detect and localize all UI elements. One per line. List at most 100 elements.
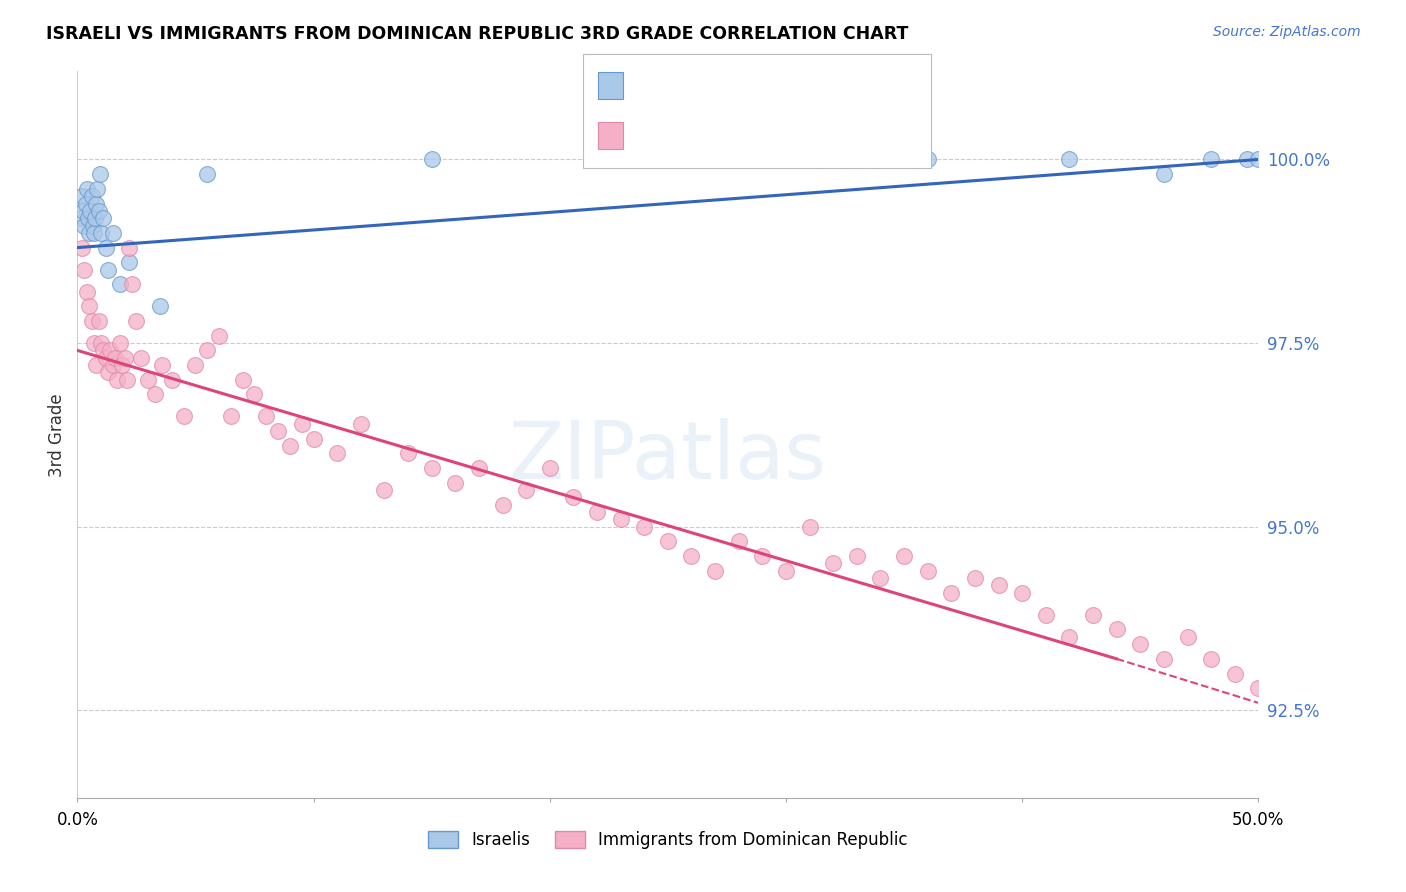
- Point: [917, 564, 939, 578]
- Point: [94, 351, 117, 365]
- Point: [1247, 681, 1270, 696]
- Point: [657, 534, 679, 549]
- Point: [136, 373, 159, 387]
- Point: [184, 358, 207, 372]
- Point: [76, 182, 98, 196]
- Point: [1153, 167, 1175, 181]
- Point: [208, 328, 231, 343]
- Point: [84, 358, 107, 372]
- Point: [87, 314, 110, 328]
- Point: [195, 167, 218, 181]
- Point: [232, 373, 254, 387]
- Point: [173, 409, 195, 424]
- Point: [775, 564, 797, 578]
- Point: [118, 241, 141, 255]
- Point: [101, 358, 124, 372]
- Point: [586, 153, 609, 167]
- Point: [79, 203, 101, 218]
- Point: [77, 299, 100, 313]
- Point: [70, 241, 93, 255]
- Point: [291, 417, 314, 431]
- Point: [121, 277, 143, 292]
- Point: [420, 153, 443, 167]
- Point: [104, 351, 127, 365]
- Point: [143, 387, 166, 401]
- Point: [77, 226, 100, 240]
- Point: [77, 211, 100, 226]
- Point: [420, 461, 443, 475]
- Point: [586, 505, 609, 519]
- Point: [278, 439, 301, 453]
- Point: [86, 182, 108, 196]
- Point: [72, 203, 94, 218]
- Point: [100, 343, 122, 358]
- Point: [73, 262, 96, 277]
- Point: [1059, 153, 1081, 167]
- Point: [84, 211, 107, 226]
- Text: Source: ZipAtlas.com: Source: ZipAtlas.com: [1213, 25, 1361, 39]
- Point: [75, 196, 97, 211]
- Point: [84, 196, 107, 211]
- Text: R =  0.489  N = 35: R = 0.489 N = 35: [637, 77, 825, 95]
- Text: ZIPatlas: ZIPatlas: [509, 417, 827, 496]
- Point: [917, 153, 939, 167]
- Point: [326, 446, 349, 460]
- Point: [150, 358, 173, 372]
- Point: [219, 409, 242, 424]
- Point: [90, 226, 112, 240]
- Point: [1177, 630, 1199, 644]
- Point: [243, 387, 266, 401]
- Point: [80, 314, 103, 328]
- Point: [1059, 630, 1081, 644]
- Point: [101, 226, 124, 240]
- Point: [704, 564, 727, 578]
- Point: [1199, 153, 1222, 167]
- Legend: Israelis, Immigrants from Dominican Republic: Israelis, Immigrants from Dominican Repu…: [422, 824, 914, 855]
- Point: [1105, 623, 1128, 637]
- Point: [1236, 153, 1258, 167]
- Point: [845, 549, 868, 563]
- Point: [1199, 652, 1222, 666]
- Point: [83, 226, 105, 240]
- Point: [1081, 607, 1104, 622]
- Point: [538, 461, 561, 475]
- Point: [751, 549, 773, 563]
- Point: [267, 424, 290, 438]
- Point: [108, 277, 131, 292]
- Point: [302, 432, 325, 446]
- Text: R = -0.496  N = 82: R = -0.496 N = 82: [637, 127, 825, 145]
- Point: [80, 189, 103, 203]
- Point: [1153, 652, 1175, 666]
- Point: [609, 512, 631, 526]
- Point: [1295, 703, 1317, 717]
- Point: [987, 578, 1010, 592]
- Point: [111, 358, 134, 372]
- Point: [83, 336, 105, 351]
- Point: [82, 219, 104, 233]
- Point: [727, 534, 749, 549]
- Point: [97, 262, 120, 277]
- Y-axis label: 3rd Grade: 3rd Grade: [48, 393, 66, 476]
- Point: [941, 585, 963, 599]
- Point: [893, 549, 915, 563]
- Point: [1011, 585, 1033, 599]
- Point: [1223, 666, 1246, 681]
- Point: [73, 219, 96, 233]
- Point: [468, 461, 491, 475]
- Point: [350, 417, 373, 431]
- Point: [869, 571, 891, 585]
- Point: [751, 153, 773, 167]
- Point: [108, 336, 131, 351]
- Point: [963, 571, 986, 585]
- Text: ISRAELI VS IMMIGRANTS FROM DOMINICAN REPUBLIC 3RD GRADE CORRELATION CHART: ISRAELI VS IMMIGRANTS FROM DOMINICAN REP…: [46, 25, 908, 43]
- Point: [149, 299, 172, 313]
- Point: [115, 373, 138, 387]
- Point: [89, 167, 111, 181]
- Point: [1271, 696, 1294, 710]
- Point: [195, 343, 218, 358]
- Point: [681, 549, 703, 563]
- Point: [107, 373, 129, 387]
- Point: [87, 203, 110, 218]
- Point: [125, 314, 148, 328]
- Point: [90, 336, 112, 351]
